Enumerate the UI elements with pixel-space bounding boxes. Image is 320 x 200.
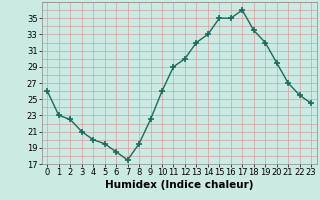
X-axis label: Humidex (Indice chaleur): Humidex (Indice chaleur) — [105, 180, 253, 190]
